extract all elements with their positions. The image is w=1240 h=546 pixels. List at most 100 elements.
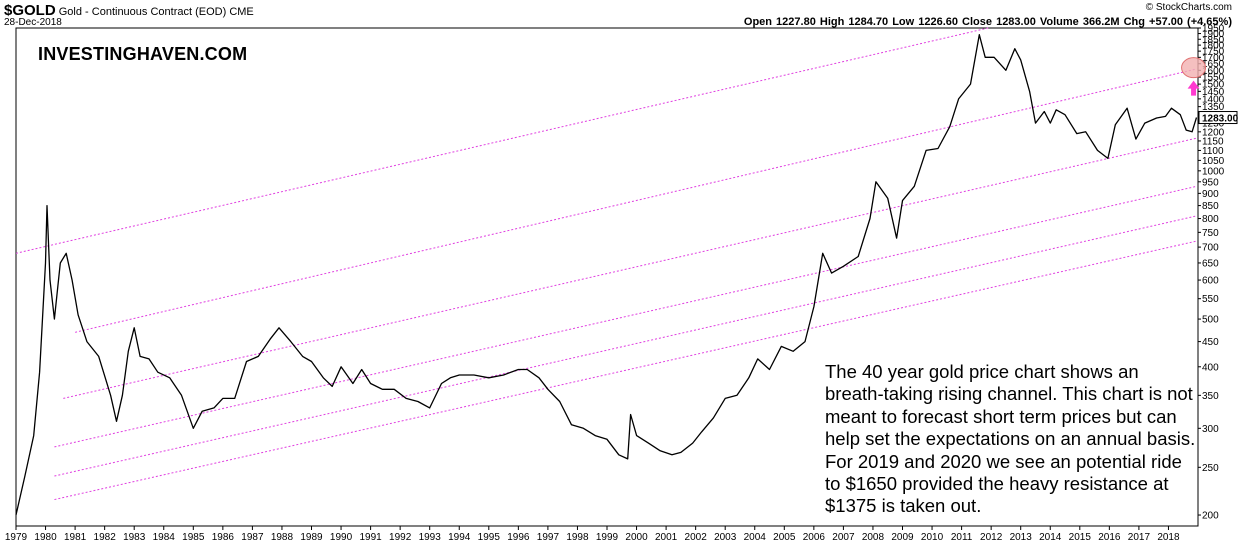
y-tick-label: 900 xyxy=(1202,189,1219,200)
y-tick-label: 300 xyxy=(1202,424,1219,435)
last-price-label: 1283.00 xyxy=(1202,114,1239,125)
annotation-text: The 40 year gold price chart shows an br… xyxy=(825,361,1235,518)
instrument-name: Gold - Continuous Contract (EOD) xyxy=(58,6,227,18)
x-tick-label: 2003 xyxy=(714,532,737,543)
x-tick-label: 2018 xyxy=(1157,532,1180,543)
x-tick-label: 1980 xyxy=(34,532,57,543)
up-arrow-icon xyxy=(1187,80,1200,96)
channel-line xyxy=(54,185,1197,448)
annotation-line: $1375 is taken out. xyxy=(825,495,982,517)
x-tick-label: 1997 xyxy=(537,532,560,543)
y-axis: 200 250 300 350 400 450 500 550 600 650 700 750 800 8… xyxy=(1198,24,1239,522)
x-tick-label: 1979 xyxy=(5,532,28,543)
x-tick-label: 2005 xyxy=(773,532,796,543)
y-tick-label: 1150 xyxy=(1202,136,1224,147)
y-tick-label: 350 xyxy=(1202,391,1219,402)
chart-date: 28-Dec-2018 xyxy=(4,17,62,28)
target-circle xyxy=(1181,57,1207,79)
y-tick-label: 1400 xyxy=(1202,94,1225,105)
annotation-line: help set the expectations on an annual b… xyxy=(825,428,1196,450)
x-tick-label: 1989 xyxy=(300,532,323,543)
channel-lines xyxy=(15,27,1197,501)
x-tick-label: 1987 xyxy=(241,532,264,543)
x-tick-label: 1994 xyxy=(448,532,471,543)
y-tick-label: 1700 xyxy=(1202,53,1225,64)
annotation-line: The 40 year gold price chart shows an xyxy=(825,361,1139,382)
y-tick-label: 250 xyxy=(1202,463,1219,474)
x-axis: 1979 1980 1981 1982 1983 1984 1985 1986 1987 1988… xyxy=(5,526,1180,543)
x-tick-label: 2008 xyxy=(862,532,885,543)
x-tick-label: 2010 xyxy=(921,532,944,543)
chart-header-title: $GOLD Gold - Continuous Contract (EOD) C… xyxy=(4,2,254,19)
x-tick-label: 2013 xyxy=(1010,532,1033,543)
y-tick-label: 1100 xyxy=(1202,146,1224,157)
x-tick-label: 1984 xyxy=(153,532,176,543)
x-tick-label: 1981 xyxy=(64,532,87,543)
x-tick-label: 2015 xyxy=(1069,532,1092,543)
x-tick-label: 2017 xyxy=(1128,532,1151,543)
y-tick-label: 600 xyxy=(1202,276,1219,287)
annotation-line: to $1650 provided the heavy resistance a… xyxy=(825,473,1169,495)
y-tick-label: 1850 xyxy=(1202,35,1225,46)
y-tick-label: 1600 xyxy=(1202,66,1225,77)
x-tick-label: 2004 xyxy=(744,532,767,543)
x-tick-label: 2001 xyxy=(655,532,678,543)
y-tick-label: 1200 xyxy=(1202,127,1225,138)
y-tick-label: 1900 xyxy=(1202,29,1225,40)
y-tick-label: 1500 xyxy=(1202,80,1225,91)
x-tick-label: 1992 xyxy=(389,532,412,543)
y-tick-label: 1800 xyxy=(1202,41,1225,52)
y-tick-label: 200 xyxy=(1202,511,1219,522)
symbol-label: $GOLD xyxy=(4,2,56,19)
x-tick-label: 2002 xyxy=(685,532,708,543)
y-tick-label: 700 xyxy=(1202,243,1219,254)
y-tick-label: 800 xyxy=(1202,214,1219,225)
y-tick-label: 750 xyxy=(1202,228,1219,239)
x-tick-label: 1983 xyxy=(123,532,146,543)
target-marker xyxy=(1181,57,1207,96)
x-tick-label: 1993 xyxy=(419,532,442,543)
exchange-label: CME xyxy=(229,6,254,18)
y-tick-label: 1250 xyxy=(1202,119,1225,130)
channel-line xyxy=(63,137,1197,399)
stockcharts-credit: © StockCharts.com xyxy=(1145,2,1232,13)
y-tick-label: 1050 xyxy=(1202,156,1225,167)
y-tick-label: 400 xyxy=(1202,362,1219,373)
y-tick-label: 1650 xyxy=(1202,59,1225,70)
x-tick-label: 2007 xyxy=(832,532,855,543)
annotation-line: breath-taking rising channel. This chart… xyxy=(825,383,1193,405)
price-line xyxy=(15,34,1198,516)
x-tick-label: 1998 xyxy=(566,532,589,543)
last-price-box xyxy=(1198,111,1238,125)
y-tick-label: 1950 xyxy=(1202,24,1225,35)
x-tick-label: 1990 xyxy=(330,532,353,543)
y-tick-label: 500 xyxy=(1202,315,1219,326)
y-tick-label: 650 xyxy=(1202,258,1219,269)
y-tick-label: 1450 xyxy=(1202,87,1225,98)
x-tick-label: 1991 xyxy=(359,532,382,543)
x-tick-label: 1995 xyxy=(478,532,501,543)
y-tick-label: 450 xyxy=(1202,337,1219,348)
y-tick-label: 1750 xyxy=(1202,47,1225,58)
y-tick-label: 1350 xyxy=(1202,102,1225,113)
x-tick-label: 2016 xyxy=(1098,532,1121,543)
price-stats: Open 1227.80 High 1284.70 Low 1226.60 Cl… xyxy=(743,16,1232,28)
x-tick-label: 2012 xyxy=(980,532,1003,543)
brand-watermark: INVESTINGHAVEN.COM xyxy=(38,44,248,64)
x-tick-label: 2009 xyxy=(891,532,914,543)
channel-line xyxy=(54,215,1197,477)
annotation-line: meant to forecast short term prices but … xyxy=(825,405,1177,427)
y-tick-label: 550 xyxy=(1202,294,1219,305)
x-tick-label: 2000 xyxy=(625,532,648,543)
x-tick-label: 2011 xyxy=(951,532,973,543)
channel-line xyxy=(54,240,1197,501)
x-tick-label: 2014 xyxy=(1039,532,1062,543)
y-tick-label: 1550 xyxy=(1202,73,1225,84)
x-tick-label: 1988 xyxy=(271,532,294,543)
x-tick-label: 2006 xyxy=(803,532,826,543)
x-tick-label: 1996 xyxy=(507,532,530,543)
x-tick-label: 1982 xyxy=(94,532,117,543)
y-tick-label: 1000 xyxy=(1202,166,1225,177)
y-tick-label: 850 xyxy=(1202,201,1219,212)
